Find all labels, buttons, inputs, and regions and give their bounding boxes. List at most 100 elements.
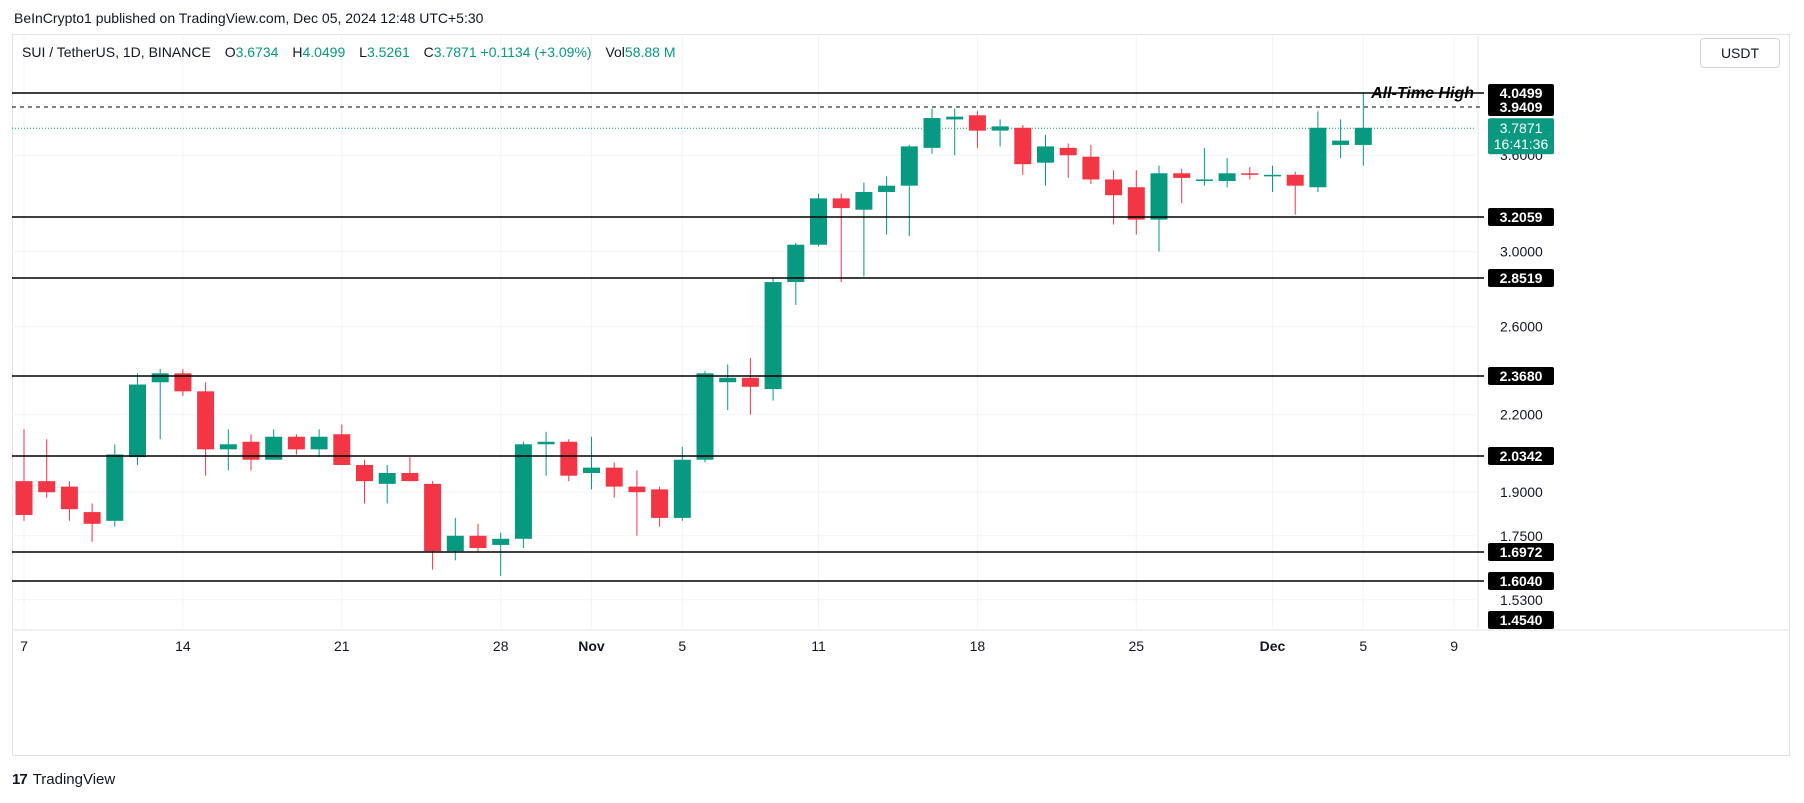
candle-body[interactable] [242,441,260,460]
candle-body[interactable] [628,486,646,493]
candle-body[interactable] [855,191,873,210]
change-value: +0.1134 (+3.09%) [480,44,592,60]
candle-body[interactable] [492,538,510,545]
y-tick-label: 3.0000 [1500,244,1543,260]
x-tick-label: 5 [678,638,686,654]
ohlc-legend: SUI / TetherUS, 1D, BINANCE O3.6734 H4.0… [22,44,676,60]
candle-body[interactable] [106,454,124,521]
candle-body[interactable] [514,444,532,539]
brand-name: TradingView [32,771,116,788]
candle-body[interactable] [878,185,896,192]
x-tick-label: 7 [20,638,28,654]
candle-body[interactable] [1354,127,1372,145]
candle-body[interactable] [1014,127,1032,165]
high-value: 4.0499 [302,44,346,60]
candle-body[interactable] [537,441,555,445]
candle-body[interactable] [401,472,419,482]
candle-body[interactable] [1218,173,1236,181]
candle-body[interactable] [1059,147,1077,156]
candle-body[interactable] [696,373,714,460]
candle-body[interactable] [946,116,964,120]
level-price-tag [1488,208,1554,226]
volume-value: 58.88 M [624,44,676,60]
low-label: L [359,44,367,60]
level-price-label: 2.3680 [1500,368,1543,384]
y-tick-label: 2.6000 [1500,319,1543,335]
y-tick-label: 1.7500 [1500,528,1543,544]
candle-body[interactable] [287,436,305,450]
candle-body[interactable] [923,118,941,148]
tradingview-logo-icon: 17 [12,771,28,788]
candle-body[interactable] [1264,174,1281,177]
x-tick-label: Dec [1260,638,1286,654]
candle-body[interactable] [719,377,737,383]
candle-body[interactable] [469,535,487,549]
candle-body[interactable] [446,535,464,552]
level-price-label: 1.6040 [1500,573,1543,589]
candle-body[interactable] [1082,156,1100,180]
y-tick-label: 1.5300 [1500,592,1543,608]
candle-body[interactable] [1037,146,1054,163]
candle-body[interactable] [968,115,986,131]
candle-body[interactable] [129,384,146,458]
level-price-label: 3.2059 [1500,209,1543,225]
footer-branding: 17 TradingView [12,771,115,788]
x-tick-label: 25 [1129,638,1145,654]
candle-body[interactable] [1105,179,1123,196]
candle-body[interactable] [787,244,805,283]
candle-body[interactable] [378,472,396,484]
y-tick-label: 2.2000 [1500,407,1543,423]
candle-body[interactable] [651,489,669,518]
level-price-tag [1488,611,1554,629]
candle-body[interactable] [151,373,169,383]
candle-body[interactable] [741,377,759,387]
candle-body[interactable] [673,459,691,518]
candle-body[interactable] [764,282,782,390]
candle-body[interactable] [991,126,1009,131]
x-tick-label: 11 [811,638,826,654]
x-tick-label: 5 [1359,638,1367,654]
candle-body[interactable] [15,481,33,515]
candle-body[interactable] [38,481,56,493]
candle-body[interactable] [1286,174,1304,186]
level-price-tag [1488,572,1554,590]
level-price-tag [1488,447,1554,465]
current-price-tag [1488,118,1554,155]
close-label: C [423,44,434,60]
level-price-label: 2.8519 [1500,270,1543,286]
publisher-line: BeInCrypto1 published on TradingView.com… [14,10,484,26]
candle-body[interactable] [265,436,283,460]
current-price-value: 3.7871 [1500,120,1543,136]
candle-body[interactable] [1332,140,1350,145]
candle-body[interactable] [560,441,578,476]
candle-body[interactable] [900,146,918,186]
candle-body[interactable] [1195,179,1213,181]
candle-body[interactable] [1241,173,1259,175]
chart-frame [12,34,1790,756]
volume-label: Vol [605,44,625,60]
candle-body[interactable] [83,512,101,524]
candle-body[interactable] [310,436,328,450]
x-tick-label: 21 [334,638,350,654]
x-tick-label: 18 [970,638,986,654]
candle-body[interactable] [219,444,237,450]
symbol-label[interactable]: SUI / TetherUS, 1D, BINANCE [22,44,211,60]
candle-body[interactable] [424,483,442,552]
candle-body[interactable] [832,198,850,209]
candle-body[interactable] [356,464,373,482]
candle-body[interactable] [197,391,215,450]
candle-body[interactable] [1150,173,1168,220]
all-time-high-annotation: All-Time High [1370,85,1474,102]
candle-body[interactable] [583,467,600,473]
candle-body[interactable] [605,467,623,487]
candle-body[interactable] [60,486,78,510]
candle-body[interactable] [810,198,827,245]
level-price-label: 1.4540 [1500,612,1543,628]
candle-body[interactable] [1173,173,1191,178]
currency-button[interactable]: USDT [1700,38,1780,68]
candle-body[interactable] [1127,187,1145,220]
candle-body[interactable] [333,434,351,465]
candle-body[interactable] [1309,127,1327,188]
candle-body[interactable] [174,373,192,392]
